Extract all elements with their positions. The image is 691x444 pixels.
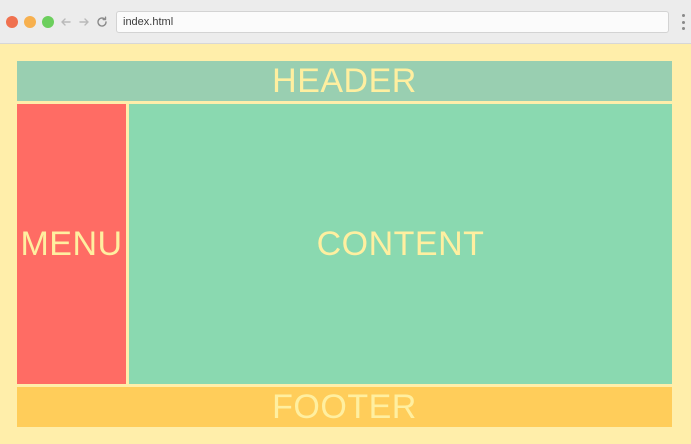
reload-icon[interactable] [94,12,110,32]
maximize-window-icon[interactable] [42,16,54,28]
minimize-window-icon[interactable] [24,16,36,28]
address-bar-url: index.html [123,16,174,28]
content-section: CONTENT [129,104,672,384]
header-section: HEADER [17,61,672,101]
forward-arrow-icon[interactable] [76,12,92,32]
footer-section: FOOTER [17,387,672,427]
back-arrow-icon[interactable] [58,12,74,32]
menu-section: MENU [17,104,126,384]
menu-label: MENU [20,224,123,263]
browser-toolbar: index.html [0,0,691,44]
more-options-icon[interactable] [681,14,685,30]
header-label: HEADER [272,61,417,100]
content-label: CONTENT [316,224,485,263]
close-window-icon[interactable] [6,16,18,28]
footer-label: FOOTER [272,387,417,426]
page-layout: HEADER MENU CONTENT FOOTER [0,44,691,444]
address-bar[interactable]: index.html [116,11,669,33]
